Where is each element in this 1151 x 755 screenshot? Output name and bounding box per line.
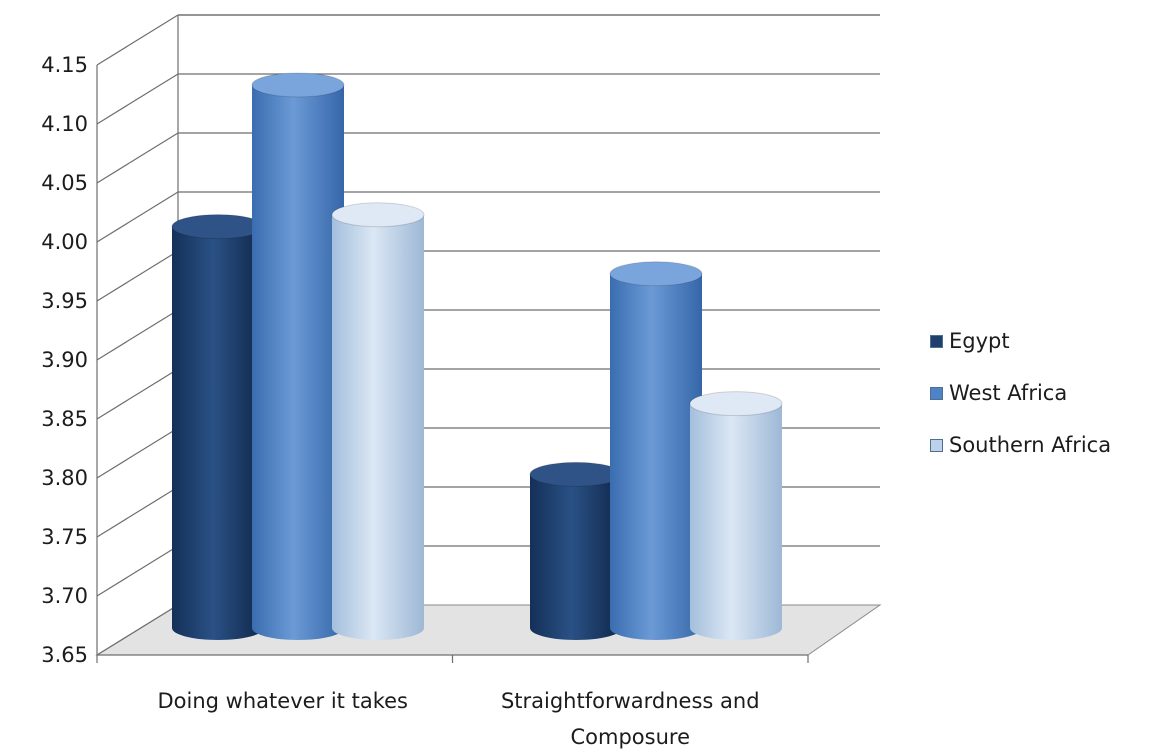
bar-west-africa [609,261,703,640]
gridline-side [96,427,179,479]
legend-label: Egypt [949,329,1010,353]
y-tick-label: 3.70 [41,584,88,608]
bar-body [610,273,702,640]
gridline-side [96,250,179,302]
bar-top [331,202,425,228]
gridline-side [96,309,179,361]
gridline-side [96,486,179,538]
gridline-side [96,132,179,184]
bar-southern-africa [331,202,425,640]
legend-label: Southern Africa [949,433,1112,457]
bar-body [252,85,344,640]
legend-swatch-southern-africa [930,438,943,452]
legend-label: West Africa [949,381,1068,405]
legend-swatch-west-africa [930,386,943,400]
bar-body [690,403,782,640]
y-tick-label: 3.85 [41,407,88,431]
y-tick-label: 4.10 [41,112,88,136]
x-axis-labels: Doing whatever it takes Straightforwardne… [158,689,760,749]
gridline-side [96,191,179,243]
x-category-label: Straightforwardness and Composure [501,689,760,749]
gridline-side [96,545,179,597]
legend-item-egypt[interactable]: Egypt [930,328,1111,354]
bars-group [171,72,783,640]
bar-top [529,461,623,487]
bar-top [609,261,703,287]
bar-top [171,214,265,240]
bar-egypt [529,461,623,640]
bar-top [251,72,345,98]
legend-swatch-egypt [930,334,943,348]
y-tick-label: 3.65 [41,643,88,667]
gridline-side [96,73,179,125]
legend-item-west-africa[interactable]: West Africa [930,380,1111,406]
y-tick-label: 3.80 [41,466,88,490]
gridline-side [96,14,179,66]
bar-egypt [171,214,265,640]
bar-body [332,214,424,640]
bar-west-africa [251,72,345,640]
y-tick-label: 3.95 [41,289,88,313]
legend: Egypt West Africa Southern Africa [930,328,1111,484]
y-tick-label: 3.75 [41,525,88,549]
y-tick-label: 4.00 [41,230,88,254]
gridline-side [96,604,179,656]
bar-body [172,226,264,640]
bar-body [530,474,622,640]
bar-southern-africa [689,391,783,640]
y-tick-label: 4.05 [41,171,88,195]
x-category-label: Doing whatever it takes [158,689,408,713]
bar-top [689,391,783,417]
y-axis-ticks: 3.65 3.70 3.75 3.80 3.85 3.90 3.95 4.00 4.05 4.10… [41,53,88,667]
y-tick-label: 4.15 [41,53,88,77]
y-tick-label: 3.90 [41,348,88,372]
legend-item-southern-africa[interactable]: Southern Africa [930,432,1111,458]
gridline-side [96,368,179,420]
